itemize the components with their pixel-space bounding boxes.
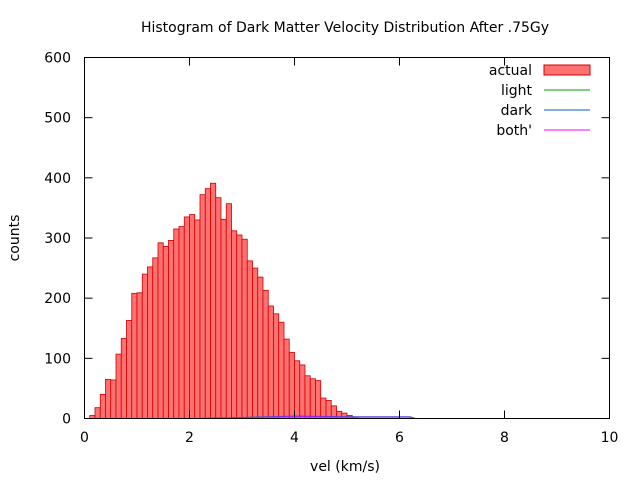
histogram-bar bbox=[309, 378, 316, 419]
histogram-bar bbox=[299, 364, 306, 419]
histogram-bar bbox=[157, 242, 164, 419]
histogram-bar bbox=[304, 375, 311, 419]
histogram-bar bbox=[115, 353, 122, 419]
legend-label: actual bbox=[489, 63, 532, 79]
y-tick-label: 100 bbox=[44, 351, 71, 367]
histogram-bar bbox=[210, 182, 217, 419]
histogram-bar bbox=[236, 234, 243, 419]
x-axis-label: vel (km/s) bbox=[310, 459, 380, 475]
histogram-bar bbox=[215, 197, 222, 419]
histogram-bar bbox=[278, 321, 285, 419]
histogram-bar bbox=[241, 238, 248, 419]
histogram-bar bbox=[252, 267, 259, 419]
chart-title: Histogram of Dark Matter Velocity Distri… bbox=[141, 20, 549, 36]
histogram-bar bbox=[94, 407, 101, 419]
histogram-bar bbox=[267, 305, 274, 419]
histogram-bar bbox=[136, 292, 143, 419]
histogram-bar bbox=[262, 289, 269, 419]
y-tick-label: 200 bbox=[44, 291, 71, 307]
histogram-bar bbox=[194, 219, 201, 419]
histogram-bar bbox=[141, 273, 148, 419]
histogram-bar bbox=[283, 338, 290, 419]
histogram-bar bbox=[131, 292, 138, 419]
histogram-bar bbox=[168, 240, 175, 419]
x-tick-label: 8 bbox=[500, 430, 509, 446]
histogram-bar bbox=[120, 338, 127, 419]
histogram-bar bbox=[99, 394, 106, 419]
histogram-bar bbox=[183, 216, 190, 419]
y-tick-label: 500 bbox=[44, 111, 71, 127]
y-axis-label: counts bbox=[7, 215, 23, 262]
histogram-bar bbox=[273, 313, 280, 419]
legend-label: light bbox=[501, 83, 533, 99]
histogram-bar bbox=[199, 194, 206, 419]
histogram-bar bbox=[320, 397, 327, 419]
x-tick-label: 2 bbox=[185, 430, 194, 446]
y-tick-label: 400 bbox=[44, 171, 71, 187]
histogram-bar bbox=[288, 351, 295, 419]
x-tick-label: 4 bbox=[290, 430, 299, 446]
y-tick-label: 0 bbox=[62, 412, 71, 428]
histogram-bar bbox=[126, 320, 133, 419]
histogram-bar bbox=[225, 203, 232, 419]
histogram-bar bbox=[152, 257, 159, 419]
histogram-bar bbox=[204, 188, 211, 419]
y-tick-label: 600 bbox=[44, 51, 71, 67]
histogram-bar bbox=[173, 228, 180, 419]
histogram-bar bbox=[105, 378, 112, 419]
histogram-bar bbox=[246, 260, 253, 419]
histogram-bar bbox=[325, 400, 332, 419]
y-tick-label: 300 bbox=[44, 231, 71, 247]
legend-swatch bbox=[543, 64, 591, 76]
legend-label: both' bbox=[496, 123, 532, 139]
histogram-bar bbox=[162, 246, 169, 419]
x-tick-label: 0 bbox=[80, 430, 89, 446]
y-axis-ticks: 0 100 200 300 400 500 600 bbox=[44, 51, 610, 428]
x-axis-ticks: 0 2 4 6 8 10 bbox=[80, 57, 619, 446]
histogram-bar bbox=[147, 266, 154, 419]
histogram-bar bbox=[257, 276, 264, 419]
histogram-bar bbox=[315, 380, 322, 419]
histogram-bar bbox=[110, 379, 117, 419]
histogram-bar bbox=[294, 360, 301, 419]
legend-label: dark bbox=[501, 103, 533, 119]
x-tick-label: 6 bbox=[395, 430, 404, 446]
x-tick-label: 10 bbox=[601, 430, 619, 446]
histogram-bar bbox=[178, 226, 185, 419]
histogram-bar bbox=[231, 230, 238, 419]
histogram-bar bbox=[189, 214, 196, 419]
histogram-bar bbox=[220, 218, 227, 419]
legend: actual light dark both' bbox=[489, 63, 591, 139]
